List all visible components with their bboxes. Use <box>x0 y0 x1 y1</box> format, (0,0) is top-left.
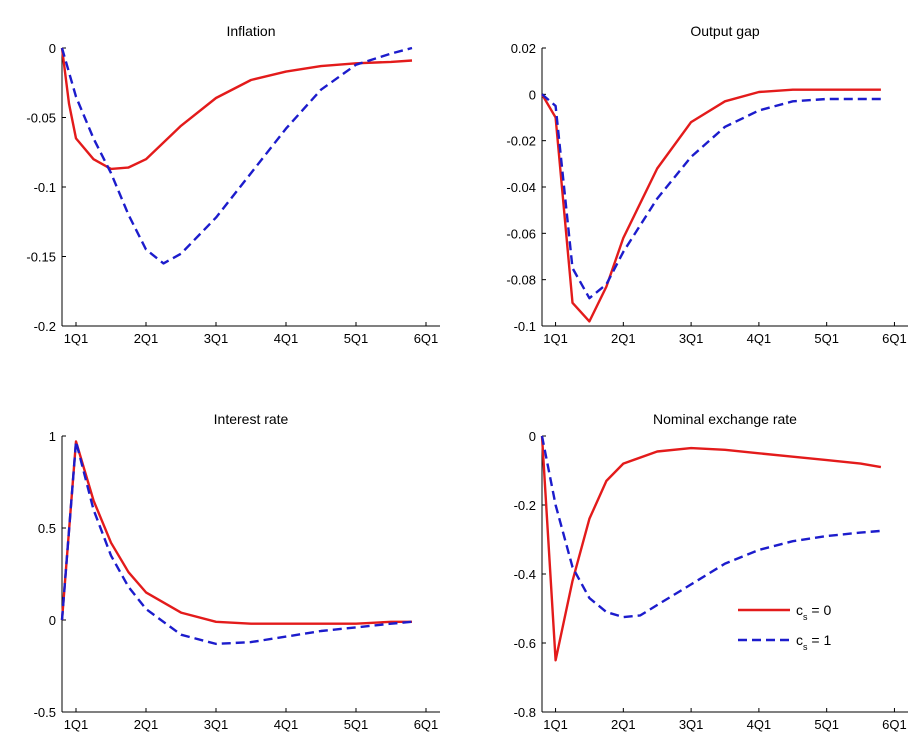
y-tick-label: -0.5 <box>34 705 56 720</box>
x-tick-label: 3Q1 <box>679 331 704 346</box>
x-tick-label: 6Q1 <box>882 331 907 346</box>
y-tick-label: -0.6 <box>514 636 536 651</box>
x-tick-label: 1Q1 <box>64 717 89 732</box>
y-tick-label: 0.5 <box>38 521 56 536</box>
x-tick-label: 5Q1 <box>344 717 369 732</box>
y-tick-label: 0 <box>529 429 536 444</box>
legend-symbol: c <box>796 632 803 648</box>
chart-title: Output gap <box>690 23 759 39</box>
series-line-solid <box>540 435 882 662</box>
y-tick-label: -0.4 <box>514 567 536 582</box>
x-tick-label: 3Q1 <box>204 331 229 346</box>
legend-subscript: s <box>803 612 808 622</box>
y-tick-label: -0.05 <box>26 111 56 126</box>
y-tick-label: -0.2 <box>514 498 536 513</box>
chart-title: Nominal exchange rate <box>653 411 797 427</box>
chart-3: Interest rate 1 0.5 0 -0.5 1Q1 2Q1 3Q1 4Q1 5Q1 6Q1 <box>34 411 440 732</box>
y-tick-label: -0.8 <box>514 705 536 720</box>
y-tick-label: -0.15 <box>26 250 56 265</box>
chart-2: Output gap 0.02 0 -0.02 -0.04 -0.06 -0.08 -0.1 1… <box>506 23 908 346</box>
series-line-dashed <box>60 46 413 265</box>
y-tick-label: -0.1 <box>514 319 536 334</box>
y-tick-label: -0.02 <box>506 134 536 149</box>
legend-label: cs = 1 <box>796 632 831 652</box>
x-tick-label: 6Q1 <box>414 717 439 732</box>
y-tick-label: 0 <box>529 87 536 102</box>
x-tick-label: 6Q1 <box>882 717 907 732</box>
x-tick-label: 4Q1 <box>747 717 772 732</box>
legend-subscript: s <box>803 642 808 652</box>
y-tick-label: -0.08 <box>506 273 536 288</box>
x-tick-label: 3Q1 <box>204 717 229 732</box>
x-tick-label: 5Q1 <box>814 717 839 732</box>
y-tick-label: -0.1 <box>34 180 56 195</box>
chart-title: Inflation <box>226 23 275 39</box>
y-tick-label: 0 <box>49 41 56 56</box>
chart-title: Interest rate <box>214 411 289 427</box>
x-tick-label: 1Q1 <box>543 331 568 346</box>
x-tick-label: 2Q1 <box>611 331 636 346</box>
y-tick-label: -0.04 <box>506 180 536 195</box>
series-line-solid <box>540 88 881 323</box>
x-tick-label: 2Q1 <box>611 717 636 732</box>
x-tick-label: 5Q1 <box>814 331 839 346</box>
x-tick-label: 2Q1 <box>134 717 159 732</box>
x-tick-label: 5Q1 <box>344 331 369 346</box>
x-tick-label: 6Q1 <box>414 331 439 346</box>
legend-value: = 1 <box>808 632 832 648</box>
legend-value: = 0 <box>808 602 832 618</box>
y-tick-label: 0.02 <box>511 41 536 56</box>
series-line-solid <box>60 47 413 171</box>
series-line-dashed <box>60 440 413 646</box>
legend-label: cs = 0 <box>796 602 831 622</box>
x-tick-label: 1Q1 <box>543 717 568 732</box>
x-tick-label: 4Q1 <box>747 331 772 346</box>
x-tick-label: 2Q1 <box>134 331 159 346</box>
x-tick-label: 4Q1 <box>274 331 299 346</box>
x-tick-label: 3Q1 <box>679 717 704 732</box>
legend-symbol: c <box>796 602 803 618</box>
series-line-dashed <box>541 93 881 300</box>
x-tick-label: 4Q1 <box>274 717 299 732</box>
y-tick-label: 1 <box>49 429 56 444</box>
y-tick-label: 0 <box>49 613 56 628</box>
chart-4: Nominal exchange rate 0 -0.2 -0.4 -0.6 -0.8 1Q… <box>514 411 908 732</box>
y-tick-label: -0.06 <box>506 226 536 241</box>
x-tick-label: 1Q1 <box>64 331 89 346</box>
series-line-solid <box>60 440 412 625</box>
series-line-dashed <box>540 435 882 619</box>
y-tick-label: -0.2 <box>34 319 56 334</box>
chart-1: Inflation 0 -0.05 -0.1 -0.15 -0.2 1Q1 2Q1 3Q1 4Q1… <box>26 23 440 346</box>
